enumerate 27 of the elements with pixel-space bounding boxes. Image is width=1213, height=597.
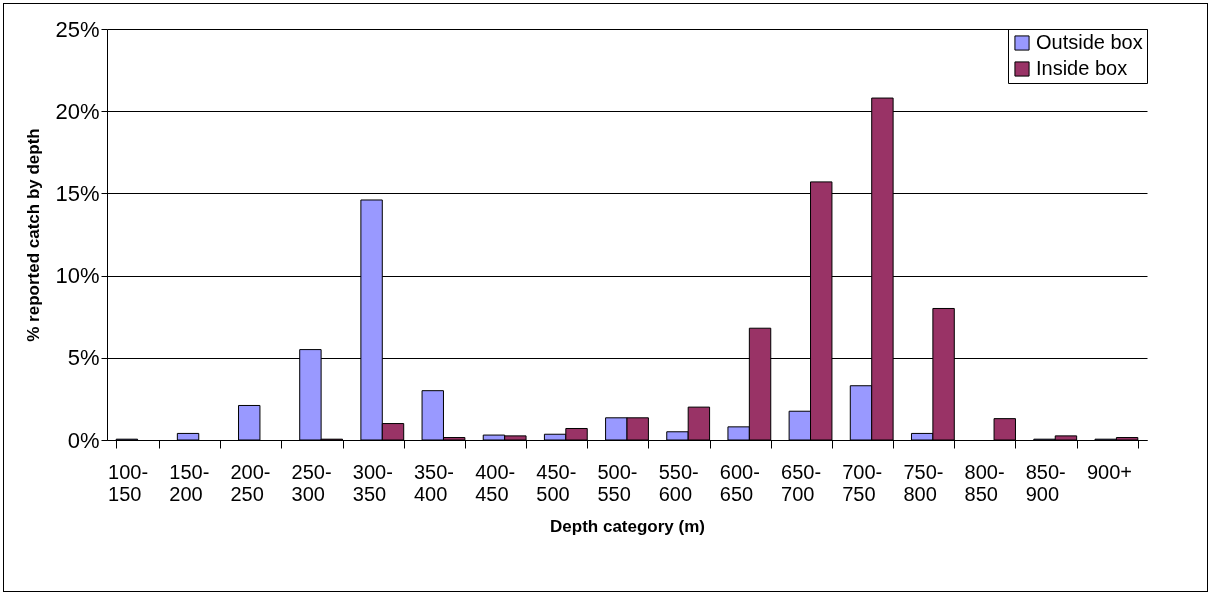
- x-tick-label: 200-250: [230, 460, 271, 505]
- y-tick-label: 0%: [67, 427, 100, 453]
- x-tick-label: 700-750: [842, 460, 883, 505]
- x-tick-label: 850-900: [1025, 460, 1066, 505]
- y-tick-label: 5%: [67, 345, 100, 371]
- x-tick-label: 550-600: [658, 460, 699, 505]
- x-tick-label: 250-300: [291, 460, 332, 505]
- y-tick-label: 25%: [55, 16, 100, 42]
- x-tick-label: 400-450: [475, 460, 516, 505]
- x-tick-label: 900+: [1086, 460, 1132, 483]
- x-tick-label: 450-500: [536, 460, 577, 505]
- x-axis-title: Depth category (m): [550, 516, 705, 536]
- legend-label: Outside box: [1036, 31, 1143, 53]
- x-tick-label: 750-800: [903, 460, 944, 505]
- x-tick-label: 800-850: [964, 460, 1005, 505]
- legend-label: Inside box: [1036, 57, 1128, 79]
- y-tick-label: 20%: [55, 98, 100, 124]
- x-tick-label: 600-650: [719, 460, 760, 505]
- x-tick-label: 500-550: [597, 460, 638, 505]
- x-tick-label: 100-150: [108, 460, 149, 505]
- x-tick-label: 300-350: [352, 460, 393, 505]
- x-tick-label: 150-200: [169, 460, 210, 505]
- y-tick-label: 15%: [55, 180, 100, 206]
- y-tick-label: 10%: [55, 263, 100, 289]
- y-axis-title: % reported catch by depth: [24, 128, 44, 342]
- x-tick-label: 650-700: [781, 460, 822, 505]
- x-tick-label: 350-400: [413, 460, 454, 505]
